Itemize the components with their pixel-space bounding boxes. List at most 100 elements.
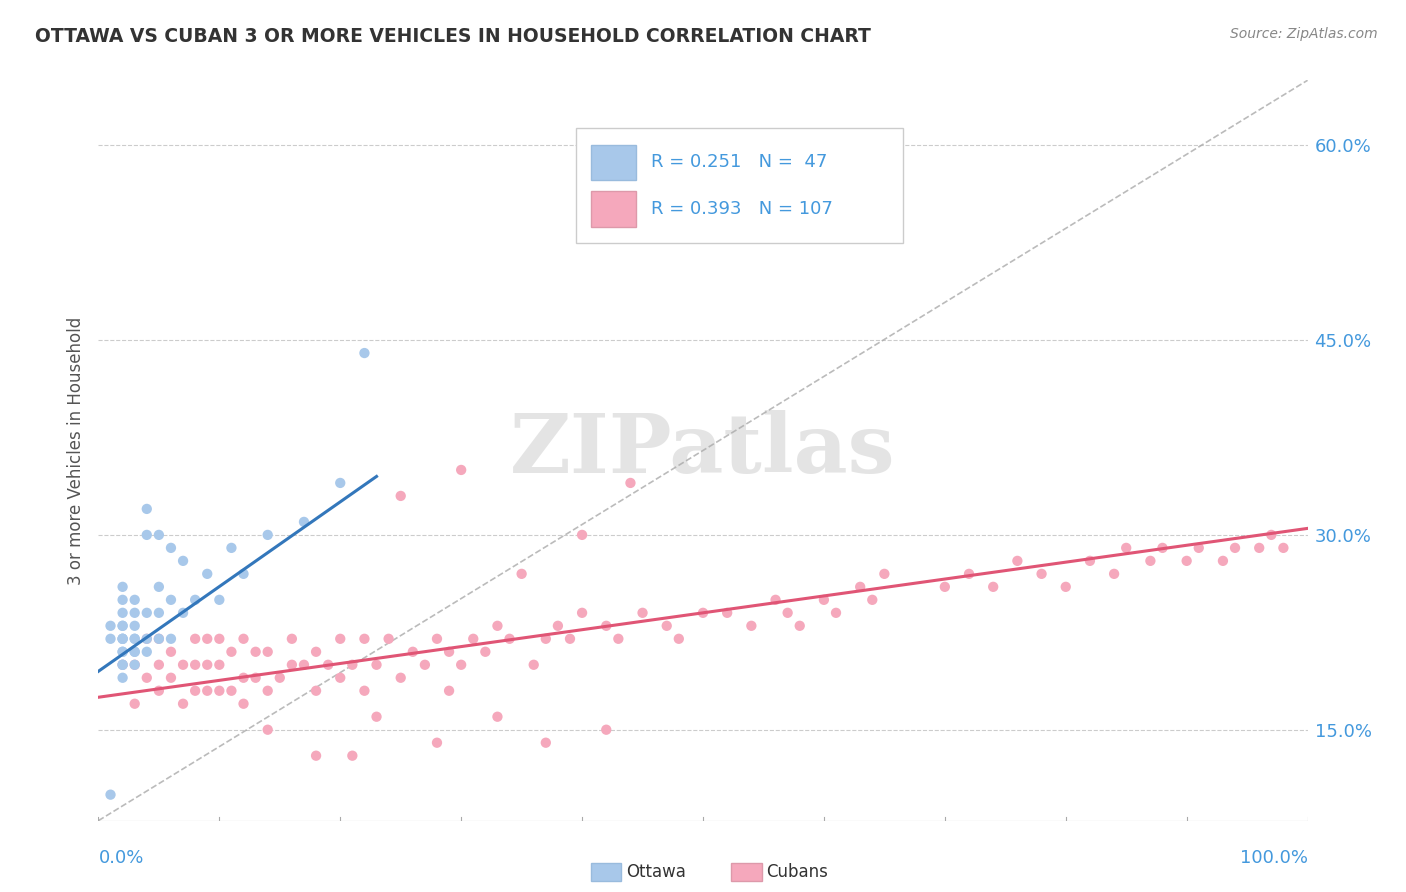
Point — [148, 580, 170, 594]
Point — [1249, 541, 1271, 555]
Point — [111, 619, 134, 633]
Point — [523, 657, 546, 672]
Point — [1139, 554, 1161, 568]
Point — [148, 657, 170, 672]
Point — [342, 657, 364, 672]
Text: R = 0.393   N = 107: R = 0.393 N = 107 — [651, 200, 832, 219]
Point — [148, 632, 170, 646]
Point — [329, 632, 352, 646]
Point — [232, 697, 254, 711]
Point — [256, 528, 278, 542]
Point — [534, 632, 557, 646]
Point — [111, 619, 134, 633]
Point — [124, 657, 146, 672]
Point — [208, 592, 231, 607]
Point — [789, 619, 811, 633]
Point — [957, 566, 980, 581]
Point — [111, 606, 134, 620]
Text: Cubans: Cubans — [766, 863, 828, 881]
Point — [1054, 580, 1077, 594]
Point — [1152, 541, 1174, 555]
Point — [172, 657, 194, 672]
Point — [1007, 554, 1029, 568]
Point — [486, 619, 509, 633]
Point — [111, 592, 134, 607]
Point — [100, 632, 122, 646]
Point — [111, 645, 134, 659]
Point — [111, 645, 134, 659]
Point — [111, 632, 134, 646]
Point — [1115, 541, 1137, 555]
Point — [135, 632, 157, 646]
Point — [486, 710, 509, 724]
Text: Ottawa: Ottawa — [626, 863, 686, 881]
Point — [172, 606, 194, 620]
Point — [437, 645, 460, 659]
Point — [450, 657, 472, 672]
Point — [195, 683, 218, 698]
FancyBboxPatch shape — [576, 128, 903, 244]
Point — [281, 657, 304, 672]
Point — [172, 697, 194, 711]
Point — [305, 683, 328, 698]
Point — [607, 632, 630, 646]
Y-axis label: 3 or more Vehicles in Household: 3 or more Vehicles in Household — [66, 317, 84, 584]
Point — [292, 515, 315, 529]
Point — [558, 632, 581, 646]
Point — [437, 683, 460, 698]
Point — [184, 632, 207, 646]
Point — [402, 645, 425, 659]
Point — [232, 632, 254, 646]
Point — [232, 566, 254, 581]
Point — [269, 671, 291, 685]
Point — [160, 541, 183, 555]
Point — [184, 657, 207, 672]
Point — [426, 632, 449, 646]
Point — [547, 619, 569, 633]
Point — [353, 632, 375, 646]
Point — [366, 657, 388, 672]
Point — [124, 592, 146, 607]
Point — [124, 619, 146, 633]
Point — [281, 632, 304, 646]
Point — [256, 683, 278, 698]
Point — [413, 657, 436, 672]
Text: 0.0%: 0.0% — [98, 849, 143, 867]
Point — [450, 463, 472, 477]
Point — [245, 671, 267, 685]
Point — [160, 632, 183, 646]
Point — [765, 592, 787, 607]
Text: Source: ZipAtlas.com: Source: ZipAtlas.com — [1230, 27, 1378, 41]
Point — [148, 606, 170, 620]
Point — [981, 580, 1004, 594]
Text: R = 0.251   N =  47: R = 0.251 N = 47 — [651, 153, 827, 171]
Point — [366, 710, 388, 724]
Text: 100.0%: 100.0% — [1240, 849, 1308, 867]
Point — [510, 566, 533, 581]
Point — [292, 657, 315, 672]
Point — [860, 592, 883, 607]
Point — [135, 632, 157, 646]
Point — [195, 566, 218, 581]
Point — [668, 632, 690, 646]
Point — [498, 632, 520, 646]
Point — [195, 657, 218, 672]
Point — [595, 619, 617, 633]
Point — [111, 657, 134, 672]
Point — [100, 788, 122, 802]
Bar — [591, 191, 637, 227]
Point — [813, 592, 835, 607]
Point — [256, 723, 278, 737]
Point — [377, 632, 399, 646]
Point — [342, 748, 364, 763]
Point — [208, 632, 231, 646]
Point — [716, 606, 738, 620]
Point — [426, 736, 449, 750]
Point — [221, 645, 243, 659]
Point — [305, 645, 328, 659]
Point — [692, 606, 714, 620]
Point — [111, 580, 134, 594]
Point — [148, 528, 170, 542]
Point — [353, 683, 375, 698]
Point — [1212, 554, 1234, 568]
